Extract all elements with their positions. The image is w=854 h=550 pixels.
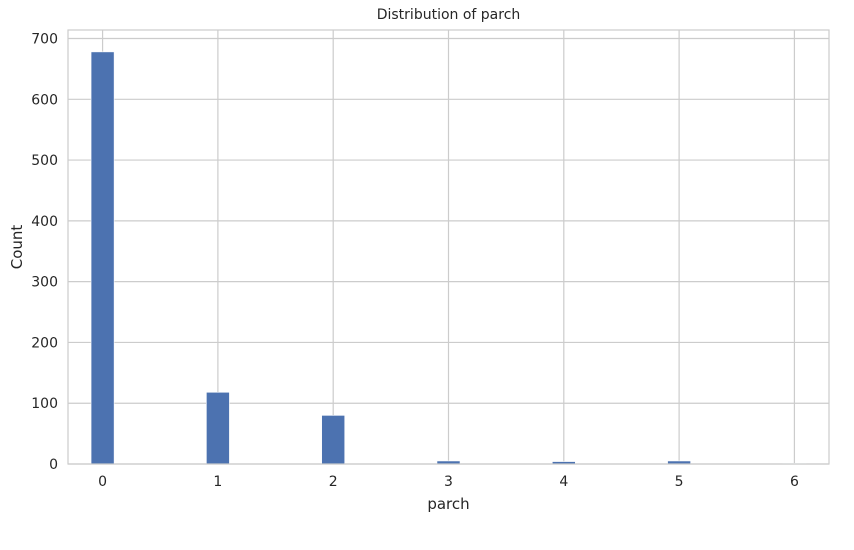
y-tick-label: 400	[31, 214, 58, 230]
y-tick-labels: 0 100 200 300 400 500 600 700	[31, 32, 58, 473]
x-tick-label: 3	[444, 474, 453, 490]
x-tick-labels: 0 1 2 3 4 5 6	[98, 474, 799, 490]
x-axis-label: parch	[427, 495, 469, 513]
y-tick-label: 500	[31, 153, 58, 169]
grid	[68, 30, 829, 465]
x-tick-label: 1	[213, 474, 222, 490]
x-tick-label: 2	[329, 474, 338, 490]
histogram-bar	[206, 391, 230, 465]
bars	[90, 51, 807, 465]
x-tick-label: 5	[675, 474, 684, 490]
histogram-bar	[321, 415, 346, 465]
y-tick-label: 300	[31, 275, 58, 291]
y-tick-label: 600	[31, 92, 58, 108]
y-axis-label: Count	[8, 225, 26, 270]
y-tick-label: 200	[31, 335, 58, 351]
plot-frame	[67, 29, 830, 465]
x-tick-label: 0	[98, 474, 107, 490]
x-tick-label: 4	[559, 474, 568, 490]
x-tick-label: 6	[790, 474, 799, 490]
y-tick-label: 100	[31, 396, 58, 412]
chart-title: Distribution of parch	[377, 7, 521, 23]
y-tick-label: 0	[49, 457, 58, 473]
histogram-bar	[90, 51, 115, 465]
y-tick-label: 700	[31, 32, 58, 48]
